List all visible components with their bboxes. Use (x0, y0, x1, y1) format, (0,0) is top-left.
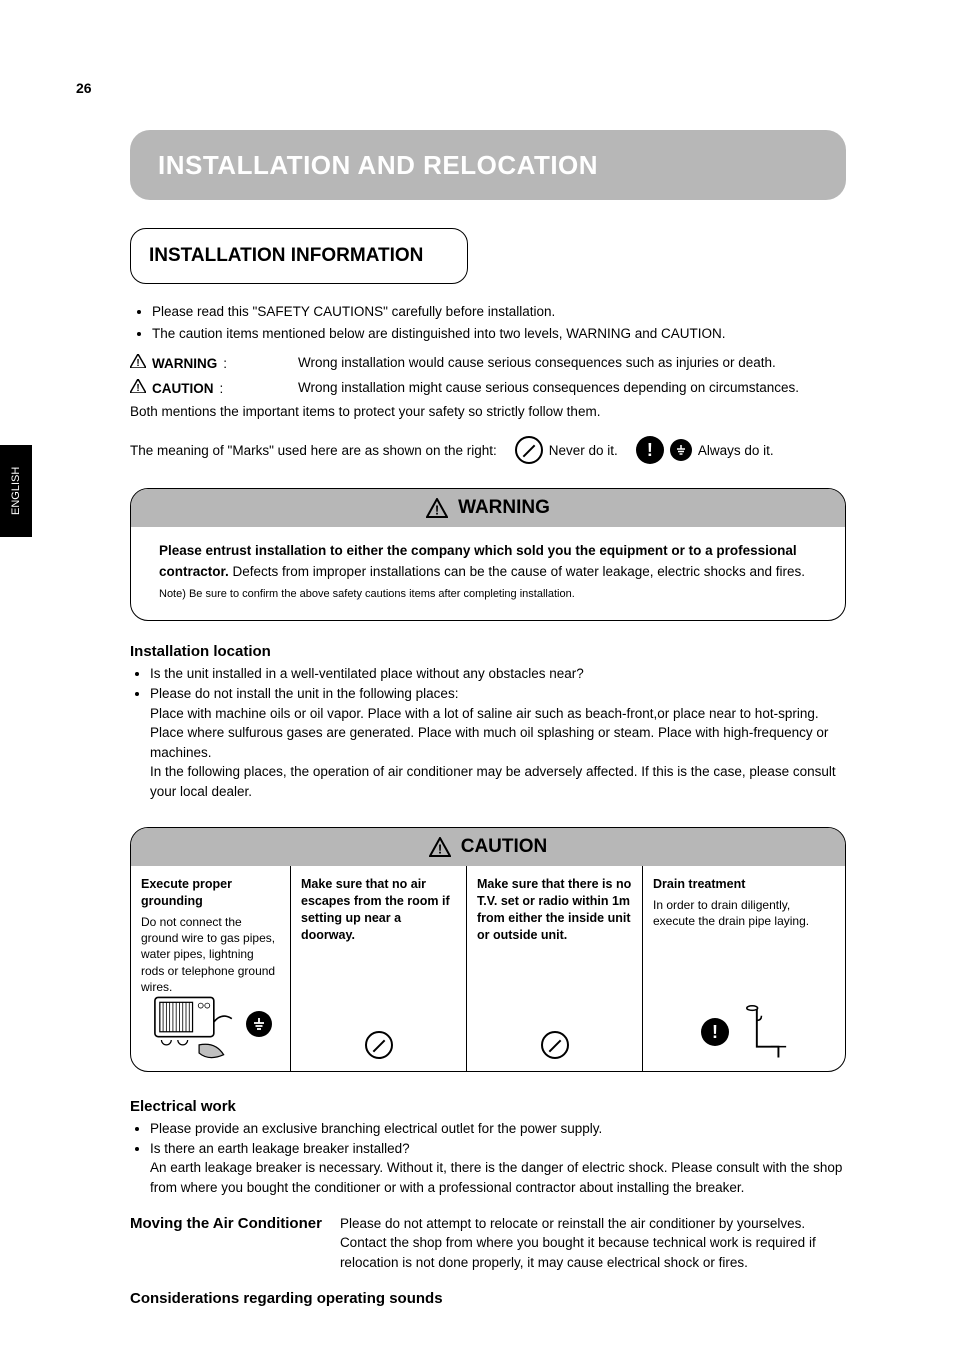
warning-triangle-icon: ! (130, 353, 146, 376)
warning-note: Note) Be sure to confirm the above safet… (159, 586, 817, 603)
list-item: Please provide an exclusive branching el… (150, 1119, 846, 1139)
definitions: ! WARNING : Wrong installation would cau… (130, 353, 846, 422)
warning-triangle-icon: ! (130, 378, 146, 401)
subsection-box: INSTALLATION INFORMATION (130, 228, 468, 284)
subsection-title: INSTALLATION INFORMATION (149, 245, 423, 267)
ground-filled-icon (670, 439, 692, 461)
cell-heading: Make sure that no air escapes from the r… (301, 876, 456, 944)
symbol-pair: ! Always do it. (636, 436, 774, 464)
symbol-pair: Never do it. (515, 436, 618, 464)
caution-cell: Make sure that there is no T.V. set or r… (467, 866, 643, 1071)
considerations-section: Considerations regarding operating sound… (130, 1290, 846, 1307)
list-item: Please do not install the unit in the fo… (150, 684, 846, 704)
definition-row: ! WARNING : Wrong installation would cau… (130, 353, 846, 376)
panel-heading: CAUTION (461, 836, 548, 858)
cell-heading: Drain treatment (653, 876, 835, 893)
section-title-bar: INSTALLATION AND RELOCATION (130, 130, 846, 200)
cell-icons (291, 1031, 466, 1059)
prohibit-icon (515, 436, 543, 464)
cell-icons: ! (643, 1005, 845, 1059)
symbols-lead: The meaning of "Marks" used here are as … (130, 443, 497, 458)
exclamation-filled-icon: ! (701, 1018, 729, 1046)
warning-text: Please entrust installation to either th… (159, 541, 817, 582)
moving-desc: Please do not attempt to relocate or rei… (340, 1214, 846, 1273)
list-item: Is the unit installed in a well-ventilat… (150, 664, 846, 684)
cell-heading: Make sure that there is no T.V. set or r… (477, 876, 632, 944)
language-tab: ENGLISH (0, 445, 32, 537)
caution-grid: Execute proper grounding Do not connect … (131, 866, 845, 1071)
svg-text:!: ! (136, 383, 139, 393)
definition-desc: Wrong installation would cause serious c… (298, 353, 846, 376)
heading: Electrical work (130, 1098, 846, 1115)
warning-triangle-icon: ! (426, 498, 448, 518)
exclamation-filled-icon: ! (636, 436, 664, 464)
caution-cell: Make sure that no air escapes from the r… (291, 866, 467, 1071)
panel-heading: WARNING (458, 497, 550, 519)
list-item: Is there an earth leakage breaker instal… (150, 1139, 846, 1159)
caution-cell: Drain treatment In order to drain dilige… (643, 866, 845, 1071)
list-item: In the following places, the operation o… (150, 762, 846, 801)
definition-term: ! WARNING : (130, 353, 298, 376)
panel-body: Please entrust installation to either th… (131, 527, 845, 620)
page-number: 26 (76, 80, 92, 96)
caution-cell: Execute proper grounding Do not connect … (131, 866, 291, 1071)
panel-header: ! CAUTION (131, 828, 845, 866)
ground-filled-icon (246, 1011, 272, 1037)
drain-pipe-illustration (739, 1005, 787, 1059)
caution-panel: ! CAUTION Execute proper grounding Do no… (130, 827, 846, 1072)
list-item: Place with machine oils or oil vapor. Pl… (150, 704, 846, 763)
bullet-list: Please provide an exclusive branching el… (130, 1119, 846, 1197)
definition-term: ! CAUTION : (130, 378, 298, 401)
list-item: An earth leakage breaker is necessary. W… (150, 1158, 846, 1197)
term-punct: : (223, 354, 227, 374)
heading: Moving the Air Conditioner (130, 1215, 322, 1232)
panel-header: ! WARNING (131, 489, 845, 527)
svg-text:!: ! (435, 503, 439, 518)
install-location-section: Installation location Is the unit instal… (130, 643, 846, 801)
definition-row: ! CAUTION : Wrong installation might cau… (130, 378, 846, 401)
warning-panel: ! WARNING Please entrust installation to… (130, 488, 846, 621)
intro-bullets: Please read this "SAFETY CAUTIONS" caref… (130, 302, 846, 343)
definition-desc: Wrong installation might cause serious c… (298, 378, 846, 401)
electrical-section: Electrical work Please provide an exclus… (130, 1098, 846, 1197)
prohibit-icon (541, 1031, 569, 1059)
list-item: Please read this "SAFETY CAUTIONS" caref… (152, 302, 846, 322)
prohibit-icon (365, 1031, 393, 1059)
svg-text:!: ! (438, 842, 442, 857)
cell-body: Do not connect the ground wire to gas pi… (141, 914, 280, 995)
symbols-legend: The meaning of "Marks" used here are as … (130, 436, 846, 464)
bullet-list: Is the unit installed in a well-ventilat… (130, 664, 846, 801)
term-label: CAUTION (152, 379, 214, 399)
warning-rest: Defects from improper installations can … (229, 564, 805, 579)
cell-icons (131, 989, 290, 1059)
list-item: The caution items mentioned below are di… (152, 324, 846, 344)
moving-section: Moving the Air Conditioner Please do not… (130, 1214, 846, 1273)
ac-unit-illustration (150, 989, 240, 1059)
section-title: INSTALLATION AND RELOCATION (158, 150, 598, 181)
symbol-label: Always do it. (698, 443, 774, 458)
term-label: WARNING (152, 354, 217, 374)
heading: Considerations regarding operating sound… (130, 1290, 846, 1307)
definitions-tail: Both mentions the important items to pro… (130, 402, 846, 422)
svg-text:!: ! (136, 358, 139, 368)
cell-body: In order to drain diligently, execute th… (653, 897, 835, 929)
symbol-label: Never do it. (549, 443, 618, 458)
main-content: INSTALLATION AND RELOCATION INSTALLATION… (130, 130, 846, 1307)
cell-heading: Execute proper grounding (141, 876, 280, 910)
cell-icons (467, 1031, 642, 1059)
heading: Installation location (130, 643, 846, 660)
term-punct: : (220, 379, 224, 399)
warning-triangle-icon: ! (429, 837, 451, 857)
